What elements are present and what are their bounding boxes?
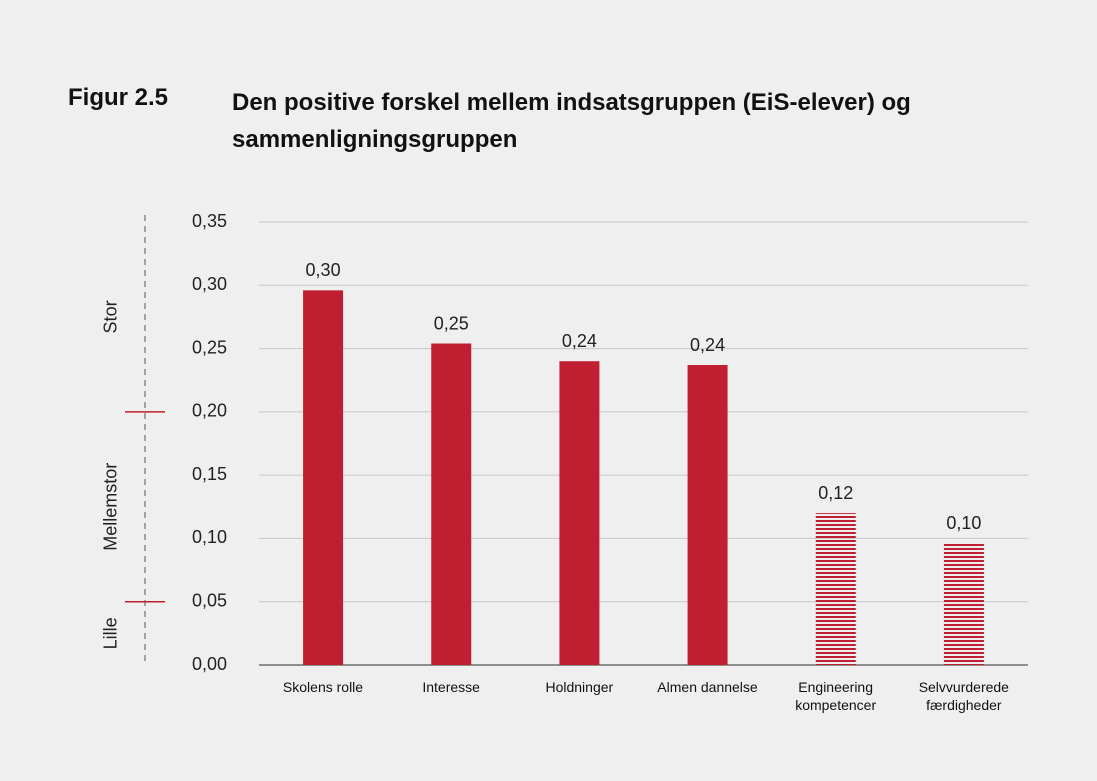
- y-tick-label: 0,20: [192, 401, 227, 421]
- y-tick-label: 0,05: [192, 590, 227, 610]
- y-tick-label: 0,00: [192, 654, 227, 674]
- value-label: 0,24: [690, 335, 725, 355]
- value-label: 0,30: [306, 260, 341, 280]
- bar: [431, 343, 472, 665]
- value-label: 0,12: [818, 483, 853, 503]
- bar: [687, 365, 728, 665]
- x-tick-label: Almen dannelse: [657, 679, 758, 695]
- x-tick-label: Selvvurderede færdigheder: [918, 679, 1009, 713]
- y-tick-label: 0,15: [192, 464, 227, 484]
- scale-label: Lille: [101, 617, 121, 649]
- scale-label: Mellemstor: [101, 463, 121, 551]
- bar: [303, 290, 344, 665]
- value-label: 0,25: [434, 313, 469, 333]
- x-tick-label: Skolens rolle: [282, 679, 364, 695]
- y-tick-label: 0,35: [192, 211, 227, 231]
- x-tick-label: Interesse: [422, 679, 480, 695]
- chart-title: Den positive forskel mellem indsatsgrupp…: [232, 89, 911, 153]
- y-tick-label: 0,25: [192, 337, 227, 357]
- bar: [815, 513, 856, 665]
- value-label: 0,24: [562, 331, 597, 351]
- x-tick-label: Holdninger: [545, 679, 614, 695]
- x-tick-label: Engineering kompetencer: [795, 679, 877, 713]
- y-tick-label: 0,10: [192, 527, 227, 547]
- value-label: 0,10: [946, 513, 981, 533]
- y-tick-label: 0,30: [192, 274, 227, 294]
- bar: [559, 361, 600, 665]
- bar: [943, 543, 984, 665]
- figure-label: Figur 2.5: [68, 84, 169, 111]
- scale-label: Stor: [101, 300, 121, 333]
